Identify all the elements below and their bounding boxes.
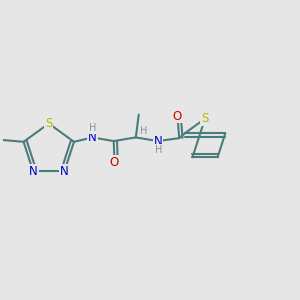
Text: N: N: [60, 165, 69, 178]
Text: N: N: [29, 165, 38, 178]
Text: H: H: [155, 145, 162, 155]
Text: N: N: [154, 135, 162, 148]
Text: O: O: [173, 110, 182, 122]
Text: O: O: [110, 156, 119, 169]
Text: H: H: [140, 126, 148, 136]
Text: N: N: [88, 131, 97, 144]
Text: H: H: [89, 123, 97, 133]
Text: S: S: [201, 112, 209, 125]
Text: S: S: [45, 117, 52, 130]
